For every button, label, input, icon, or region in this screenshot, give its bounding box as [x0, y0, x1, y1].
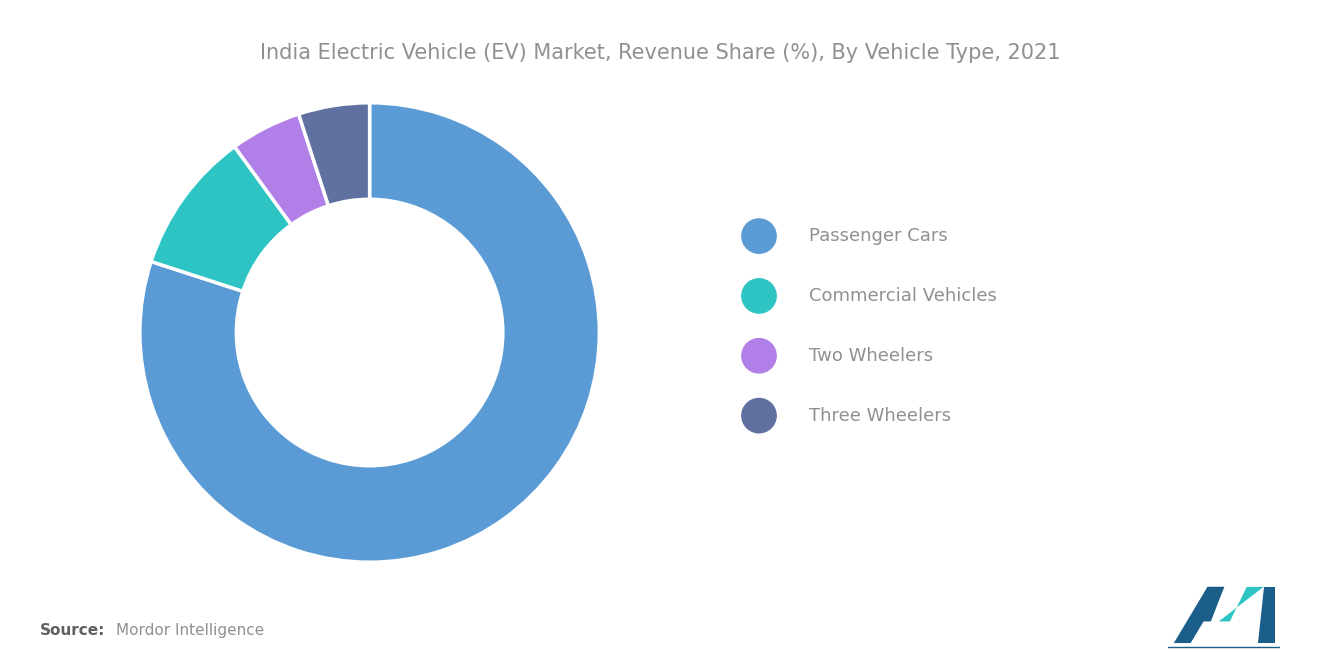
- Polygon shape: [1173, 587, 1225, 643]
- Text: Mordor Intelligence: Mordor Intelligence: [116, 623, 264, 638]
- Wedge shape: [298, 103, 370, 205]
- Text: India Electric Vehicle (EV) Market, Revenue Share (%), By Vehicle Type, 2021: India Electric Vehicle (EV) Market, Reve…: [260, 43, 1060, 63]
- Text: Commercial Vehicles: Commercial Vehicles: [809, 287, 997, 305]
- Text: Three Wheelers: Three Wheelers: [809, 406, 952, 425]
- Polygon shape: [1258, 587, 1275, 643]
- Polygon shape: [1195, 587, 1225, 621]
- Text: Source:: Source:: [40, 623, 106, 638]
- Wedge shape: [140, 103, 599, 562]
- Wedge shape: [150, 147, 292, 291]
- Text: Passenger Cars: Passenger Cars: [809, 227, 948, 245]
- Text: Two Wheelers: Two Wheelers: [809, 346, 933, 365]
- Wedge shape: [235, 114, 329, 225]
- Polygon shape: [1218, 587, 1263, 621]
